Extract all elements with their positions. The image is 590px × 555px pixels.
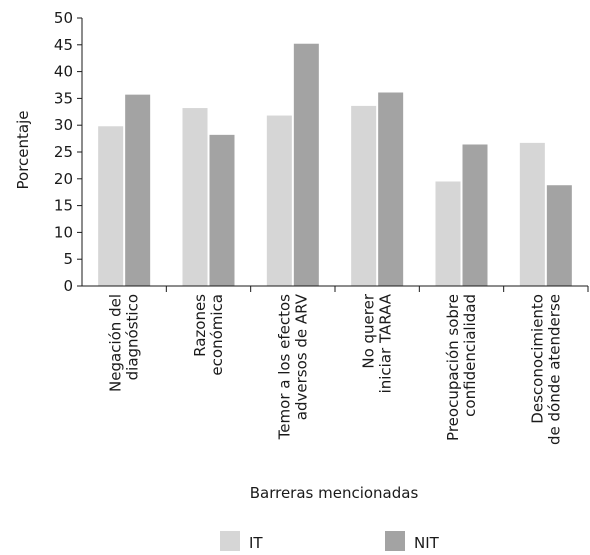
bar-nit-0 bbox=[125, 94, 151, 286]
x-category-label-line: Temor a los efectos bbox=[275, 294, 293, 440]
y-tick-label: 45 bbox=[54, 36, 73, 54]
x-axis: Negación del diagnóstico Razones económica T… bbox=[82, 285, 589, 445]
y-tick-label: 5 bbox=[63, 250, 73, 268]
x-category-label-line: iniciar TARAA bbox=[377, 293, 395, 393]
y-tick-label: 0 bbox=[63, 277, 73, 295]
x-category-label-line: de dónde atenderse bbox=[545, 294, 563, 445]
x-category-label-line: Negación del bbox=[107, 294, 125, 392]
bar-it-5 bbox=[519, 142, 545, 286]
x-category-label: Negación del diagnóstico bbox=[107, 294, 142, 392]
legend-swatch-nit bbox=[385, 531, 405, 551]
y-tick-label: 20 bbox=[54, 170, 73, 188]
bars bbox=[98, 43, 572, 287]
bar-it-1 bbox=[182, 108, 208, 286]
x-axis-title: Barreras mencionadas bbox=[250, 484, 419, 502]
x-category-label: Preocupación sobre confidencialidad bbox=[444, 294, 479, 441]
x-category-label: Desconocimiento de dónde atenderse bbox=[528, 294, 563, 445]
legend-swatch-it bbox=[220, 531, 240, 551]
y-tick-label: 50 bbox=[54, 9, 73, 27]
legend-label-nit: NIT bbox=[414, 534, 440, 552]
bar-nit-1 bbox=[209, 134, 235, 286]
bar-it-3 bbox=[351, 105, 377, 287]
legend: IT NIT bbox=[220, 531, 440, 552]
legend-label-it: IT bbox=[249, 534, 263, 552]
x-category-label: Temor a los efectos adversos de ARV bbox=[275, 293, 310, 440]
x-category-label-line: Razones bbox=[191, 294, 209, 357]
x-category-label-line: confidencialidad bbox=[461, 294, 479, 417]
x-category-label: Razones económica bbox=[191, 294, 226, 376]
bar-it-0 bbox=[98, 126, 124, 286]
x-category-label-line: diagnóstico bbox=[124, 294, 142, 380]
x-category-label: No querer iniciar TARAA bbox=[360, 293, 395, 393]
bar-nit-2 bbox=[293, 43, 319, 287]
x-category-label-line: No querer bbox=[360, 293, 378, 368]
y-axis-title: Porcentaje bbox=[14, 111, 32, 190]
y-tick-label: 40 bbox=[54, 63, 73, 81]
y-tick-label: 35 bbox=[54, 89, 73, 107]
bar-nit-3 bbox=[378, 92, 404, 286]
bar-nit-4 bbox=[462, 144, 488, 286]
y-axis: 0 5 10 15 20 25 30 35 40 45 50 bbox=[54, 9, 83, 295]
y-tick-label: 25 bbox=[54, 143, 73, 161]
bar-it-4 bbox=[435, 181, 461, 286]
y-tick-label: 30 bbox=[54, 116, 73, 134]
x-category-label-line: Preocupación sobre bbox=[444, 294, 462, 441]
x-category-label-line: adversos de ARV bbox=[292, 293, 310, 420]
bar-it-2 bbox=[266, 115, 292, 286]
y-tick-label: 10 bbox=[54, 223, 73, 241]
x-category-label-line: económica bbox=[208, 294, 226, 376]
y-tick-label: 15 bbox=[54, 197, 73, 215]
bar-nit-5 bbox=[546, 185, 572, 286]
x-category-label-line: Desconocimiento bbox=[528, 294, 546, 424]
